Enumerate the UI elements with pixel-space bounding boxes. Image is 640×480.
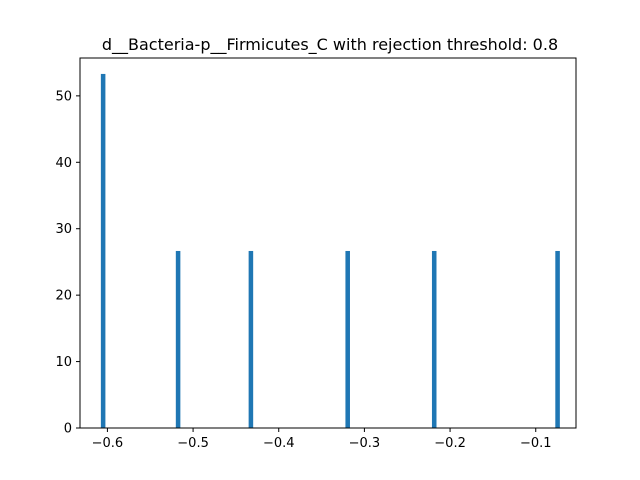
histogram-bar xyxy=(175,250,181,428)
histogram-bar xyxy=(555,250,560,428)
chart-title: d__Bacteria-p__Firmicutes_C with rejecti… xyxy=(102,35,558,55)
y-tick-label: 30 xyxy=(55,222,72,237)
x-tick-label: −0.6 xyxy=(92,436,124,451)
histogram-bar xyxy=(431,250,437,428)
x-tick-label: −0.3 xyxy=(349,436,381,451)
x-tick-label: −0.2 xyxy=(434,436,466,451)
bars-group xyxy=(100,73,560,428)
x-tick-label: −0.5 xyxy=(177,436,209,451)
x-axis-ticks: −0.6 −0.5 −0.4 −0.3 −0.2 −0.1 xyxy=(92,428,552,451)
histogram-bar xyxy=(345,250,350,428)
y-tick-label: 20 xyxy=(55,289,72,304)
plot-frame xyxy=(79,57,577,429)
y-tick-label: 40 xyxy=(55,156,72,171)
histogram-bar xyxy=(100,73,106,428)
x-tick-label: −0.1 xyxy=(520,436,552,451)
y-tick-label: 0 xyxy=(64,422,72,437)
y-tick-label: 10 xyxy=(55,355,72,370)
y-axis-ticks: 0 10 20 30 40 50 xyxy=(55,89,80,437)
x-tick-label: −0.4 xyxy=(263,436,295,451)
histogram-bar xyxy=(248,250,254,428)
y-tick-label: 50 xyxy=(55,89,72,104)
